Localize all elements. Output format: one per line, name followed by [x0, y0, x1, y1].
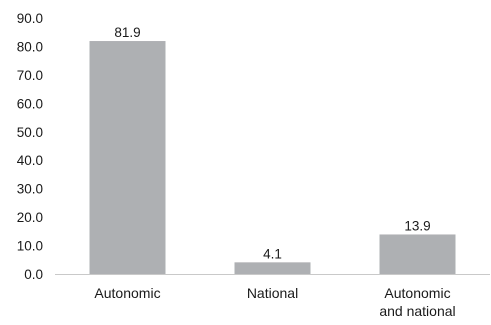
y-tick-label: 90.0 — [17, 11, 43, 26]
y-axis-tick-labels: 0.0 10.0 20.0 30.0 40.0 50.0 60.0 70.0 80.0 90.0 — [17, 11, 43, 282]
y-tick-label: 40.0 — [17, 153, 43, 168]
y-tick-label: 30.0 — [17, 182, 43, 197]
x-category-label: National — [247, 285, 298, 301]
y-tick-label: 70.0 — [17, 68, 43, 83]
bar-value-label: 81.9 — [114, 25, 140, 40]
bar-value-label: 13.9 — [404, 218, 430, 233]
x-axis-category-labels: Autonomic National Autonomic and national — [94, 285, 455, 319]
x-category-label: Autonomic — [384, 285, 450, 301]
bar — [234, 262, 311, 274]
bar — [379, 234, 456, 274]
y-tick-label: 50.0 — [17, 125, 43, 140]
bar-value-labels: 81.9 4.1 13.9 — [114, 25, 430, 261]
x-category-label: and national — [379, 303, 455, 319]
y-tick-label: 20.0 — [17, 210, 43, 225]
y-tick-label: 80.0 — [17, 39, 43, 54]
x-category-label: Autonomic — [94, 285, 160, 301]
y-tick-label: 10.0 — [17, 239, 43, 254]
bar — [89, 41, 166, 274]
bars — [89, 41, 456, 274]
bar-value-label: 4.1 — [263, 246, 282, 261]
y-tick-label: 0.0 — [24, 267, 43, 282]
y-tick-label: 60.0 — [17, 96, 43, 111]
